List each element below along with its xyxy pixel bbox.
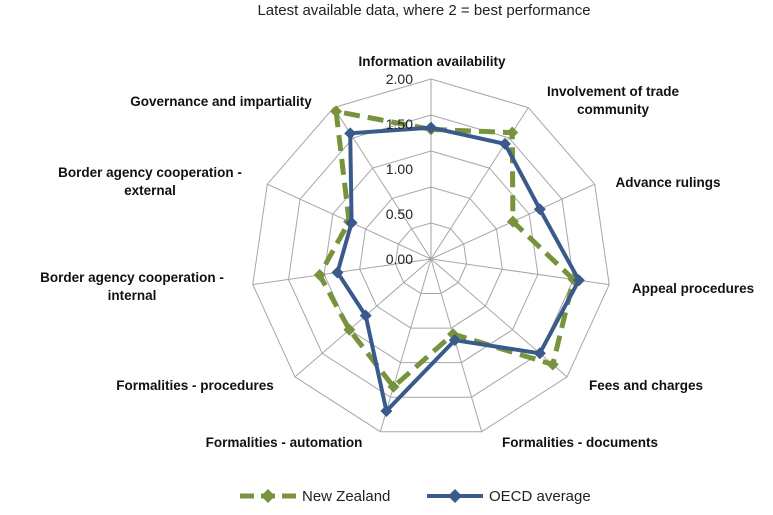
series-1-point-4 bbox=[533, 347, 546, 360]
series-0-point-6 bbox=[387, 380, 400, 393]
axis-label-1: Involvement of trade community bbox=[547, 84, 680, 117]
series-1-point-0 bbox=[425, 121, 437, 134]
axis-label-7: Formalities - procedures bbox=[116, 378, 274, 393]
series-1-point-1 bbox=[498, 137, 511, 150]
legend-label-0: New Zealand bbox=[302, 488, 390, 505]
grid-ring-5 bbox=[252, 78, 610, 433]
tick-label-0: 0.00 bbox=[386, 251, 413, 267]
tick-label-3: 1.50 bbox=[386, 116, 413, 132]
axis-labels: Information availability Involvement of t… bbox=[40, 54, 754, 450]
grid-ring-4 bbox=[287, 114, 575, 398]
grid-ring-1 bbox=[394, 222, 468, 294]
series-0-point-2 bbox=[506, 215, 519, 228]
tick-label-4: 2.00 bbox=[386, 71, 413, 87]
series-0-point-4 bbox=[546, 358, 559, 371]
axis-label-0: Information availability bbox=[358, 54, 506, 69]
tick-labels: 0.00 0.50 1.00 1.50 2.00 bbox=[386, 71, 413, 267]
series-1-point-2 bbox=[533, 203, 546, 216]
series-layer bbox=[313, 105, 585, 417]
series-1-point-8 bbox=[331, 266, 344, 279]
axis-label-9: Border agency cooperation -external bbox=[58, 165, 242, 198]
legend-marker-1 bbox=[448, 489, 462, 503]
axis-label-2: Advance rulings bbox=[615, 175, 720, 190]
axis-label-8: Border agency cooperation -internal bbox=[40, 270, 224, 303]
tick-label-1: 0.50 bbox=[386, 206, 413, 222]
series-0-point-7 bbox=[343, 323, 356, 336]
axis-label-4: Fees and charges bbox=[589, 378, 703, 393]
series-0-point-1 bbox=[506, 126, 519, 139]
grid-ring-2 bbox=[359, 186, 503, 329]
spoke-5 bbox=[430, 258, 483, 432]
series-0-point-10 bbox=[330, 105, 343, 118]
chart-subtitle: Latest available data, where 2 = best pe… bbox=[257, 2, 590, 19]
series-line-0 bbox=[316, 108, 577, 391]
axis-label-3: Appeal procedures bbox=[632, 281, 754, 296]
series-1-point-5 bbox=[448, 334, 461, 347]
legend-marker-0 bbox=[261, 489, 275, 503]
series-line-1 bbox=[335, 125, 582, 416]
axis-label-5: Formalities - documents bbox=[502, 435, 658, 450]
series-1-point-3 bbox=[572, 274, 585, 287]
axis-label-10: Governance and impartiality bbox=[130, 94, 312, 109]
series-0-point-8 bbox=[313, 269, 326, 282]
spoke-4 bbox=[430, 258, 568, 378]
series-1-point-10 bbox=[344, 127, 357, 140]
series-1-point-9 bbox=[345, 216, 358, 229]
series-1-point-6 bbox=[380, 404, 393, 417]
legend-label-1: OECD average bbox=[489, 488, 591, 505]
spoke-6 bbox=[379, 258, 432, 432]
axis-label-6: Formalities - automation bbox=[206, 435, 363, 450]
series-1-point-7 bbox=[359, 309, 372, 322]
tick-label-2: 1.00 bbox=[386, 161, 413, 177]
legend: New Zealand OECD average bbox=[240, 488, 591, 505]
